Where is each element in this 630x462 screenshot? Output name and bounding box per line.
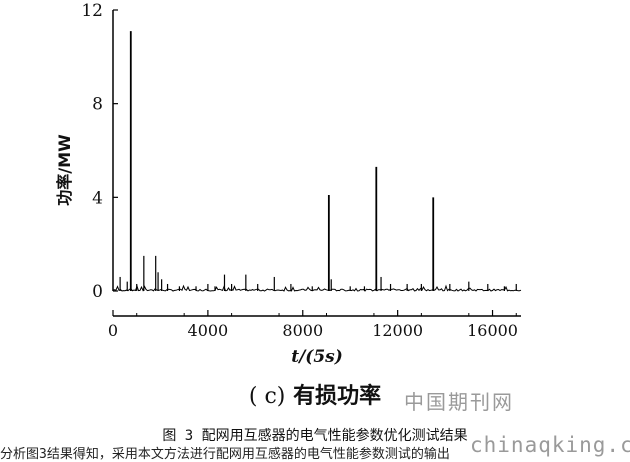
y-tick-label: 12	[81, 1, 103, 21]
y-tick-label: 4	[92, 188, 103, 208]
watermark-site-name: 中国期刊网	[404, 390, 514, 414]
y-tick-label: 8	[92, 95, 103, 115]
x-axis-label: t/(5s)	[291, 347, 343, 367]
x-ticks: 0 4000 8000 12000 16000	[108, 310, 518, 340]
y-axis-label: 功率/MW	[55, 134, 74, 206]
watermark-url: chinaqking.com	[470, 433, 630, 457]
subfigure-label-prefix: ( c)	[248, 384, 286, 409]
y-tick-label: 0	[92, 282, 103, 302]
figure-caption: 图 3 配网用互感器的电气性能参数优化测试结果	[162, 428, 468, 444]
y-ticks: 0 4 8 12	[81, 1, 118, 302]
x-tick-label: 0	[108, 321, 118, 340]
power-loss-chart: 0 4 8 12 0 4000 8000 12000 16000 功率/MW t/(5s)	[55, 1, 522, 367]
baseline-trace	[112, 284, 522, 292]
subfigure-label: ( c) 有损功率	[0, 378, 630, 410]
x-tick-label: 12000	[372, 321, 423, 340]
plot-area	[112, 31, 522, 292]
subfigure-label-text: 有损功率	[293, 384, 382, 409]
x-tick-label: 16000	[467, 321, 518, 340]
x-tick-label: 4000	[188, 321, 229, 340]
x-tick-label: 8000	[282, 321, 323, 340]
